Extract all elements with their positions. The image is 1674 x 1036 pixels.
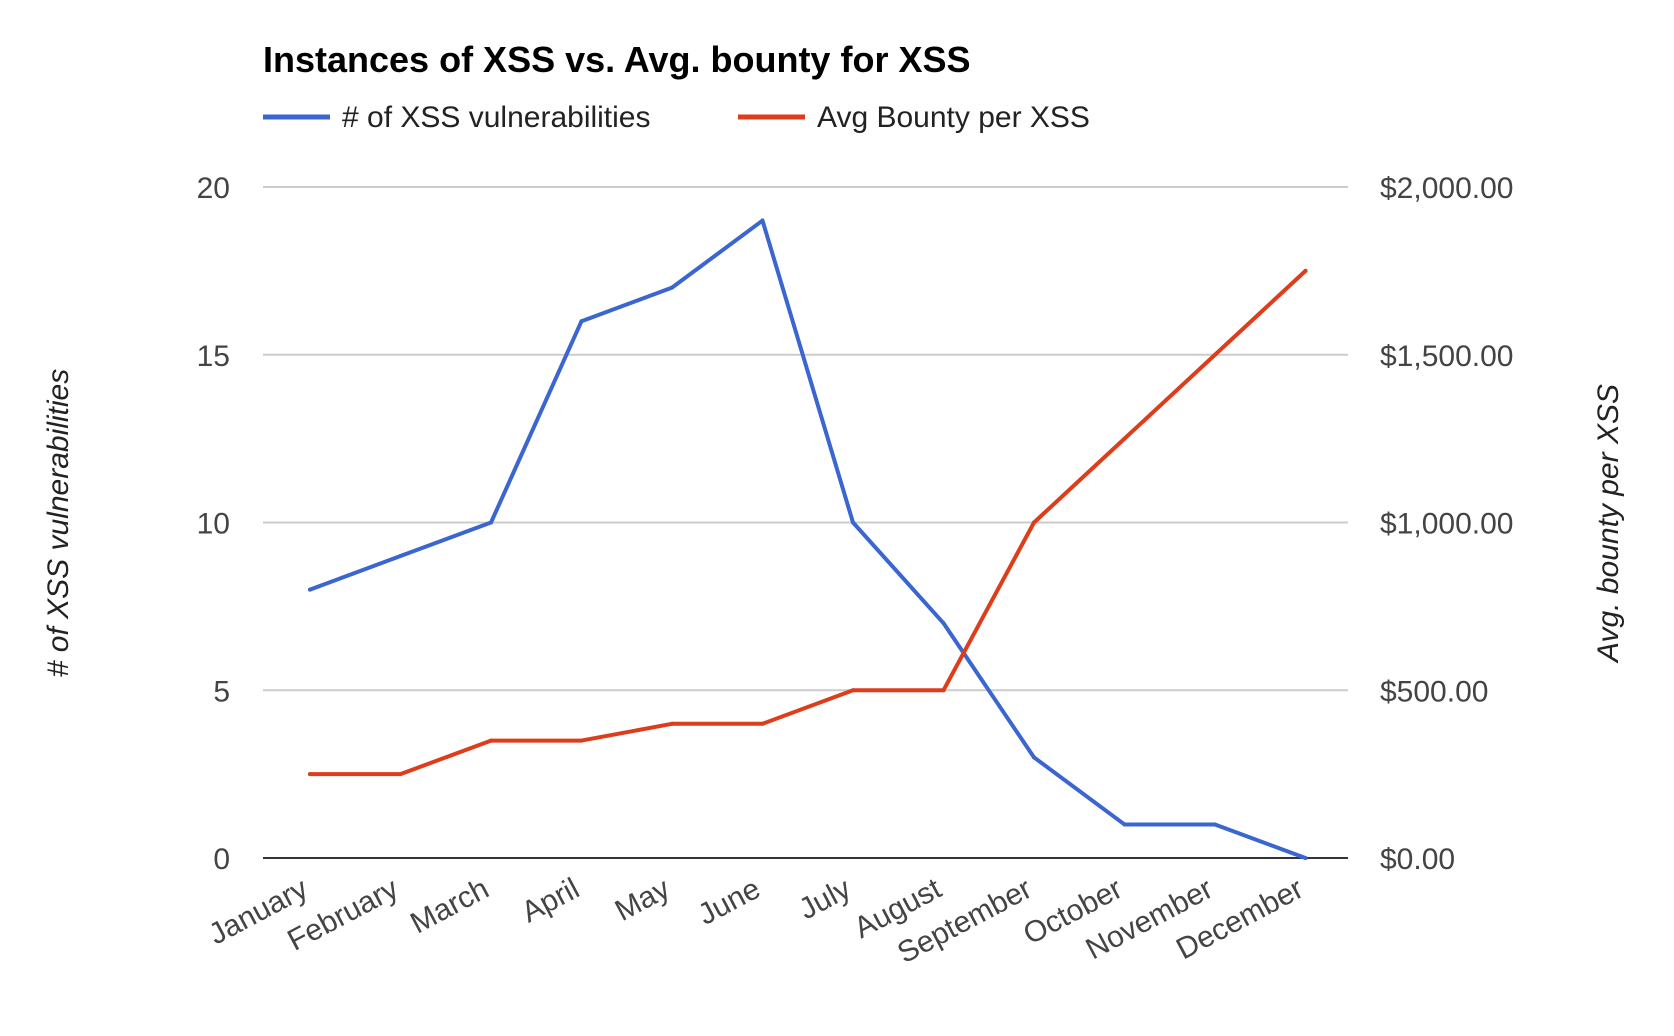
left-axis-ticks: 0 5 10 15 20 [197,172,230,876]
left-tick-label: 0 [213,843,230,876]
x-tick-label: March [405,872,494,940]
left-axis-title: # of XSS vulnerabilities [42,369,75,678]
right-axis-ticks: $0.00 $500.00 $1,000.00 $1,500.00 $2,000.00 [1380,172,1513,876]
gridlines [263,186,1348,859]
data-point-bounty[interactable] [1032,520,1036,525]
data-point-bounty[interactable] [760,721,765,726]
data-point-vulnerabilities[interactable] [398,554,403,559]
data-point-vulnerabilities[interactable] [1122,822,1127,827]
legend-item-bounty[interactable]: Avg Bounty per XSS [738,101,1090,134]
legend: # of XSS vulnerabilities Avg Bounty per … [263,101,1090,134]
legend-item-vulnerabilities[interactable]: # of XSS vulnerabilities [263,101,651,134]
data-point-vulnerabilities[interactable] [760,218,765,223]
legend-label-bounty: Avg Bounty per XSS [817,101,1090,134]
data-point-bounty[interactable] [308,772,312,777]
x-tick-label: May [610,872,676,928]
data-point-bounty[interactable] [941,688,946,693]
data-point-vulnerabilities[interactable] [1303,856,1308,860]
data-point-vulnerabilities[interactable] [308,587,312,592]
right-tick-label: $1,500.00 [1380,340,1513,373]
data-point-bounty[interactable] [398,772,403,777]
data-point-vulnerabilities[interactable] [489,520,493,525]
right-tick-label: $1,000.00 [1380,508,1513,541]
x-tick-label: July [794,872,857,926]
right-tick-label: $500.00 [1380,675,1488,708]
data-point-vulnerabilities[interactable] [941,621,946,626]
series-layer [308,218,1308,860]
legend-label-vulnerabilities: # of XSS vulnerabilities [342,101,651,134]
chart-title: Instances of XSS vs. Avg. bounty for XSS [263,39,970,80]
data-point-vulnerabilities[interactable] [579,319,584,324]
series-line-vulnerabilities [308,218,1308,860]
data-point-bounty[interactable] [579,738,584,743]
data-point-bounty[interactable] [489,738,493,743]
data-point-vulnerabilities[interactable] [670,285,674,290]
left-tick-label: 5 [213,675,230,708]
series-line-bounty [308,268,1308,777]
data-point-vulnerabilities[interactable] [1032,755,1036,760]
left-tick-label: 15 [197,340,230,373]
data-point-bounty[interactable] [851,688,855,693]
data-point-bounty[interactable] [1122,436,1127,441]
left-tick-label: 20 [197,172,230,205]
left-tick-label: 10 [197,508,230,541]
data-point-vulnerabilities[interactable] [851,520,855,525]
right-axis-title: Avg. bounty per XSS [1592,384,1625,664]
right-tick-label: $2,000.00 [1380,172,1513,205]
data-point-bounty[interactable] [1213,352,1217,357]
x-tick-label: April [516,872,584,929]
data-point-bounty[interactable] [1303,268,1308,273]
x-tick-label: June [693,872,766,932]
right-tick-label: $0.00 [1380,843,1455,876]
data-point-bounty[interactable] [670,721,674,726]
data-point-vulnerabilities[interactable] [1213,822,1217,827]
